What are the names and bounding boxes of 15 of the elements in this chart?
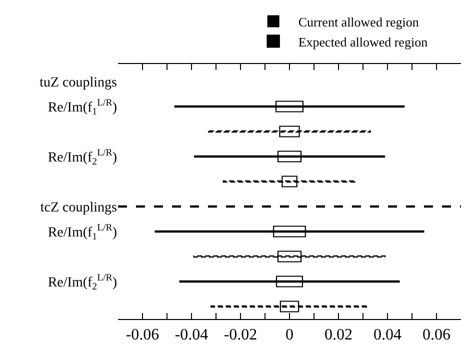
- y-tick-label: Re/Im(f$_{1}$$^{L/R}$): [48, 98, 118, 118]
- x-tick-label: -0.04: [174, 326, 208, 344]
- y-tick-label: tuZ couplings: [40, 75, 117, 90]
- x-tick-label: -0.06: [126, 326, 160, 344]
- legend-label: Expected allowed region: [298, 34, 428, 50]
- x-tick-label: 0.06: [422, 326, 450, 344]
- x-tick-label: 0.04: [374, 326, 402, 344]
- y-tick-label: Re/Im(f$_{2}$$^{L/R}$): [48, 272, 118, 292]
- y-tick-label: tcZ couplings: [40, 200, 117, 216]
- x-tick-label: 0.02: [324, 326, 352, 344]
- y-tick-label: Re/Im(f$_{2}$$^{L/R}$): [48, 148, 118, 168]
- y-tick-label: Re/Im(f$_{1}$$^{L/R}$): [48, 222, 118, 242]
- legend-label: Current allowed region: [298, 14, 420, 30]
- x-tick-label: 0: [286, 326, 294, 344]
- x-tick-label: -0.02: [224, 326, 258, 344]
